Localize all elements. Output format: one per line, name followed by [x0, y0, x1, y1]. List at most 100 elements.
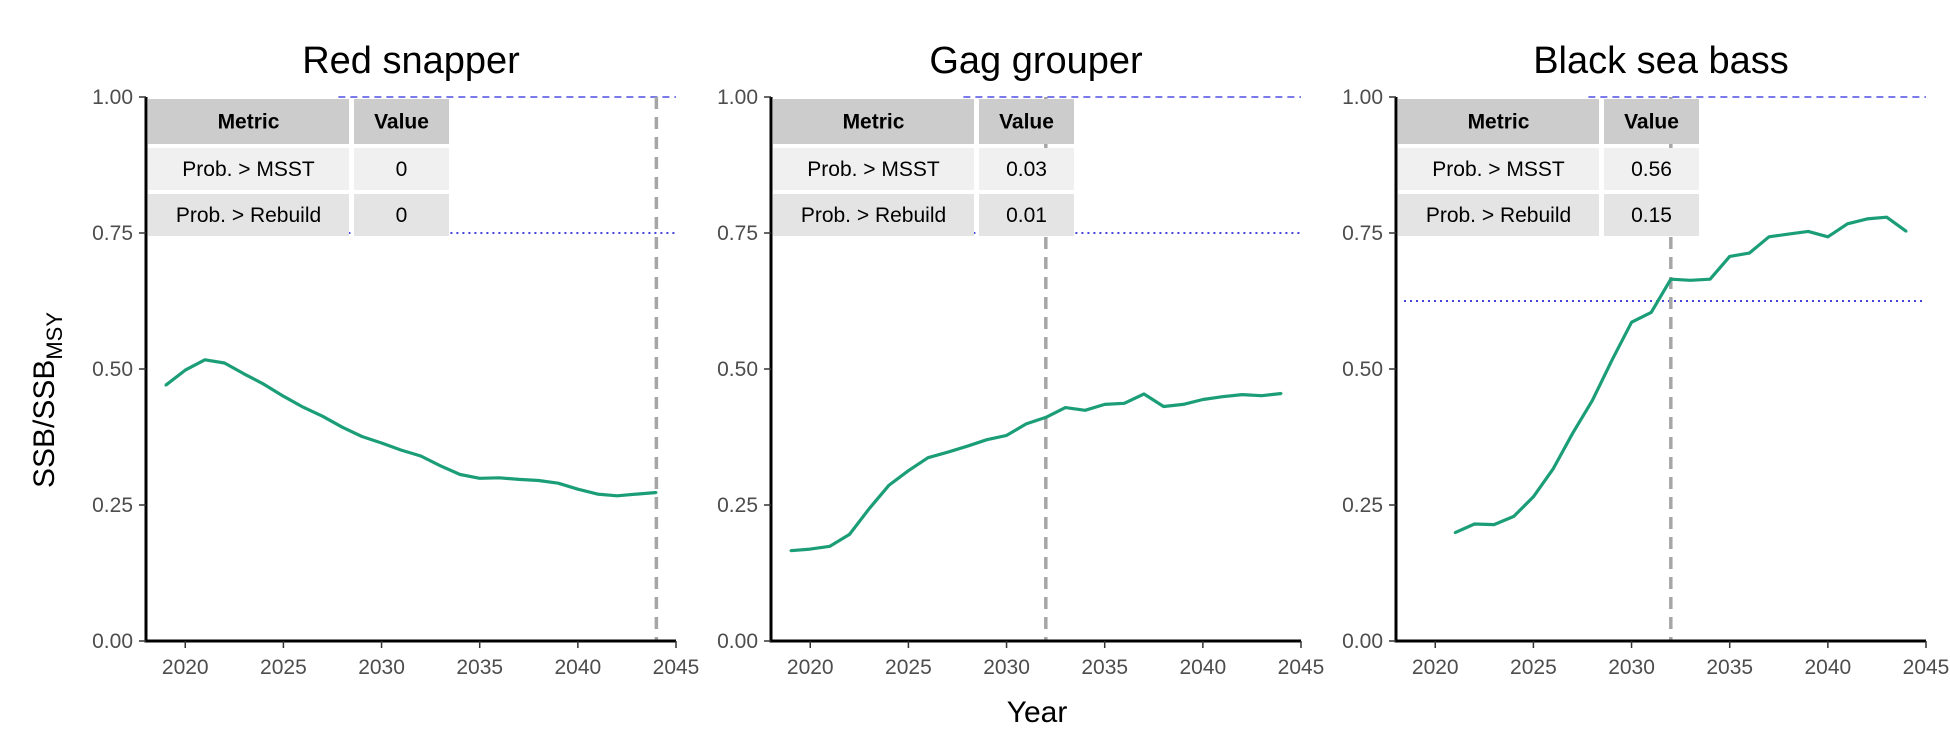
ssb-data-point: [1512, 515, 1515, 518]
ssb-data-point: [1142, 392, 1146, 396]
y-tick-label: 1.00: [92, 86, 133, 109]
table-cell-text: 0: [396, 204, 408, 227]
ssb-data-point: [966, 445, 969, 448]
ssb-data-point: [458, 473, 462, 476]
table-header-cell: [354, 99, 449, 144]
x-tick-label: 2030: [358, 656, 405, 679]
table-cell-text: Prob. > Rebuild: [801, 204, 946, 227]
table-cell: [354, 194, 449, 236]
ssb-data-point: [946, 451, 949, 454]
ssb-data-point: [615, 494, 619, 497]
ssb-data-point: [1240, 393, 1244, 396]
ssb-data-point: [1123, 402, 1126, 405]
ssb-data-point: [262, 383, 265, 386]
y-tick-label: 0.75: [1342, 222, 1383, 245]
table-cell: [1604, 194, 1699, 236]
table-cell-text: Prob. > MSST: [182, 158, 315, 181]
ssb-data-point: [1885, 216, 1888, 219]
ssb-data-point: [1492, 523, 1496, 526]
probability-table: Metric Value Prob. > MSST 0.03 Prob. > Rebui…: [773, 99, 1074, 236]
ssb-data-point: [887, 484, 890, 487]
ssb-data-point: [1630, 321, 1633, 324]
x-tick-label: 2035: [1706, 656, 1753, 679]
ssb-data-point: [1453, 531, 1457, 534]
table-header-text: Value: [1624, 111, 1679, 134]
ssb-data-point: [1005, 434, 1008, 437]
chart-panel: Red snapper Metric Value Prob. > MSST 0 Prob.…: [92, 40, 699, 679]
table-cell: [354, 148, 449, 190]
table-cell: [773, 148, 974, 190]
ssb-data-point: [1103, 403, 1106, 406]
y-tick-label: 0.75: [92, 222, 133, 245]
ssb-data-point: [789, 549, 792, 552]
ssb-data-point: [498, 476, 501, 479]
ssb-data-point: [1865, 217, 1869, 221]
table-cell: [148, 194, 349, 236]
ssb-data-point: [184, 368, 187, 372]
y-tick-label: 0.00: [717, 630, 758, 653]
table-header-cell: [979, 99, 1074, 144]
x-tick-label: 2045: [1278, 656, 1325, 679]
table-cell-text: 0: [396, 158, 408, 181]
y-tick-label: 0.25: [1342, 494, 1383, 517]
table-cell: [1398, 194, 1599, 236]
table-cell: [1604, 148, 1699, 190]
x-axis-title: Year: [1007, 696, 1068, 729]
table-header-cell: [773, 99, 974, 144]
x-tick-label: 2035: [456, 656, 503, 679]
ssb-data-point: [301, 405, 305, 409]
x-tick-label: 2040: [1804, 656, 1851, 679]
ssb-data-point: [1807, 230, 1810, 233]
ssb-data-point: [1787, 232, 1790, 236]
ssb-data-point: [203, 358, 207, 361]
y-tick-label: 0.00: [1342, 630, 1383, 653]
ssb-data-point: [282, 395, 285, 398]
ssb-data-point: [907, 469, 910, 472]
ssb-data-point: [1182, 403, 1185, 406]
table-cell: [979, 194, 1074, 236]
ssb-data-point: [1826, 235, 1830, 239]
ssb-data-point: [1689, 279, 1692, 282]
ssb-data-point: [1649, 311, 1653, 314]
ssb-data-point: [1551, 467, 1555, 471]
x-tick-label: 2025: [1510, 656, 1557, 679]
ssb-data-point: [537, 479, 540, 482]
ssb-data-point: [1024, 422, 1028, 426]
y-tick-label: 0.50: [92, 358, 133, 381]
table-header-text: Value: [374, 111, 429, 134]
ssb-data-point: [399, 448, 403, 452]
table-cell-text: Prob. > MSST: [807, 158, 940, 181]
panels: Red snapper Metric Value Prob. > MSST 0 Prob.…: [92, 40, 1949, 679]
ssb-data-point: [164, 384, 167, 387]
panel-title: Red snapper: [302, 40, 520, 82]
table-cell: [979, 148, 1074, 190]
x-tick-label: 2040: [1179, 656, 1226, 679]
y-tick-label: 1.00: [1342, 86, 1383, 109]
ssb-data-point: [439, 464, 442, 468]
ssb-data-point: [341, 426, 344, 429]
ssb-data-point: [1201, 398, 1205, 401]
ssb-data-point: [655, 491, 658, 494]
ssb-data-point: [1064, 406, 1067, 409]
panel-title: Gag grouper: [929, 40, 1143, 82]
ssb-data-point: [985, 438, 989, 441]
y-tick-label: 0.50: [1342, 358, 1383, 381]
table-cell-text: Prob. > Rebuild: [176, 204, 321, 227]
ssb-data-point: [242, 372, 246, 376]
x-tick-label: 2030: [983, 656, 1030, 679]
ssb-data-point: [1669, 278, 1673, 281]
ssb-data-point: [1708, 278, 1712, 281]
table-cell-text: 0.03: [1006, 158, 1047, 181]
ssb-series-line: [164, 358, 657, 498]
y-tick-label: 1.00: [717, 86, 758, 109]
probability-table: Metric Value Prob. > MSST 0 Prob. > Rebuild 0: [148, 99, 449, 236]
table-header-text: Metric: [843, 111, 905, 134]
ssb-data-point: [867, 507, 871, 511]
ssb-data-point: [1610, 359, 1614, 362]
ssb-data-point: [517, 478, 521, 481]
ssb-data-point: [576, 488, 580, 491]
ssb-series-line: [790, 391, 1282, 553]
x-tick-label: 2025: [260, 656, 307, 679]
ssb-data-point: [380, 441, 383, 445]
